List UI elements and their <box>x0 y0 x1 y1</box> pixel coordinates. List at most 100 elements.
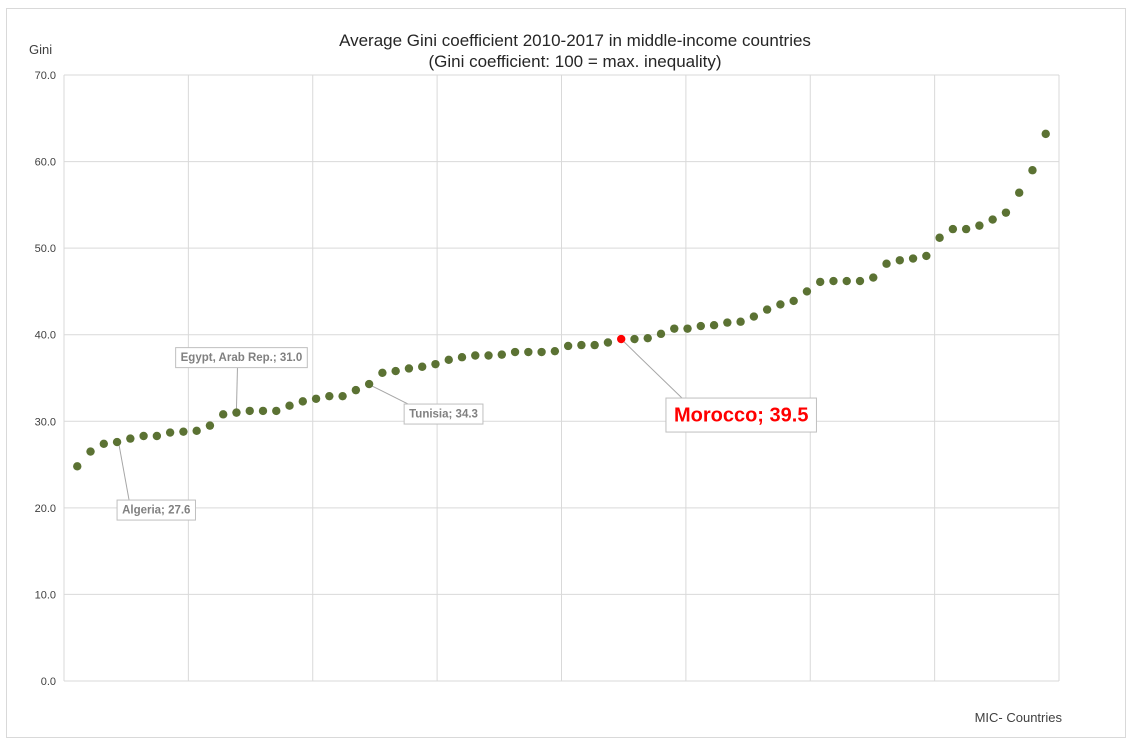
annotation-box <box>403 403 484 425</box>
data-point <box>935 233 944 242</box>
data-point <box>179 427 188 436</box>
data-point <box>709 320 719 330</box>
data-point <box>603 338 613 347</box>
data-point <box>630 334 639 344</box>
data-point <box>192 426 201 436</box>
gridlines <box>64 74 1060 682</box>
annotation-box <box>175 347 308 369</box>
data-point <box>404 364 414 373</box>
data-point <box>152 431 162 441</box>
data-point <box>497 350 506 359</box>
annotation: Tunisia; 34.3 <box>403 403 484 425</box>
data-point <box>457 353 467 362</box>
y-tick-label: 70.0 <box>35 70 56 82</box>
data-point <box>471 351 480 360</box>
data-point <box>73 462 82 471</box>
data-point <box>802 287 812 296</box>
data-point <box>325 391 334 401</box>
data-point <box>165 428 175 437</box>
data-point <box>961 224 971 234</box>
data-point <box>444 355 453 365</box>
annotation-leader-line <box>118 444 130 501</box>
data-point <box>510 347 520 357</box>
y-tick-labels: 0.0 10.0 20.0 30.0 40.0 50.0 60.0 70.0 <box>35 70 56 688</box>
data-point <box>378 368 387 378</box>
data-point <box>391 366 400 376</box>
annotation-leader-line <box>371 385 409 405</box>
data-point <box>205 421 215 430</box>
data-point <box>975 221 984 230</box>
data-point <box>285 401 294 410</box>
annotation-box <box>116 499 196 521</box>
data-point <box>908 254 918 263</box>
annotation-label: Algeria; 27.6 <box>122 505 190 517</box>
data-point <box>643 333 652 343</box>
chart-subtitle: (Gini coefficient: 100 = max. inequality… <box>428 52 721 71</box>
chart-title: Average Gini coefficient 2010-2017 in mi… <box>339 31 811 50</box>
data-point <box>749 312 759 321</box>
y-tick-label: 0.0 <box>41 676 56 688</box>
data-point <box>126 434 135 443</box>
annotation-leaders <box>118 341 683 501</box>
data-point <box>112 437 122 447</box>
data-point <box>776 300 785 309</box>
data-point <box>590 340 599 350</box>
data-point <box>524 347 533 357</box>
y-tick-label: 50.0 <box>35 243 56 255</box>
annotation-box <box>665 397 817 433</box>
y-tick-label: 30.0 <box>35 416 56 428</box>
highlighted-data-point <box>617 334 626 344</box>
data-point <box>86 447 95 456</box>
annotation-label: Egypt, Arab Rep.; 31.0 <box>181 352 303 364</box>
data-point <box>789 296 798 306</box>
data-point <box>298 397 307 406</box>
data-point <box>219 410 228 419</box>
annotation-leader-line <box>235 367 238 409</box>
data-point <box>537 347 546 357</box>
y-tick-label: 60.0 <box>35 157 56 169</box>
data-point <box>816 277 825 287</box>
data-point <box>736 317 745 326</box>
annotations: Algeria; 27.6 Egypt, Arab Rep.; 31.0 Tunis… <box>116 347 817 521</box>
annotation: Egypt, Arab Rep.; 31.0 <box>175 347 308 369</box>
data-point <box>1041 129 1050 139</box>
data-point <box>842 276 851 286</box>
data-point <box>869 273 878 282</box>
data-point <box>656 329 666 339</box>
annotation-label: Tunisia; 34.3 <box>409 409 478 421</box>
data-point <box>577 340 586 350</box>
data-point <box>895 256 904 265</box>
annotation-highlight: Morocco; 39.5 <box>665 397 817 433</box>
axes <box>63 75 1059 682</box>
data-point <box>855 276 865 286</box>
data-point <box>258 406 268 416</box>
data-point <box>311 394 321 403</box>
data-point <box>272 406 281 416</box>
data-point <box>922 251 931 261</box>
scatter-chart: 0.0 10.0 20.0 30.0 40.0 50.0 60.0 70.0 Algeria;… <box>29 31 1063 725</box>
data-point <box>696 321 705 331</box>
data-point <box>829 276 838 286</box>
y-tick-label: 10.0 <box>35 589 56 601</box>
data-point <box>988 215 997 224</box>
data-point <box>948 224 958 234</box>
data-point <box>232 408 241 417</box>
data-point <box>762 305 772 314</box>
y-tick-label: 40.0 <box>35 330 56 342</box>
data-point <box>1001 208 1011 217</box>
data-point <box>351 385 361 395</box>
chart-frame: 0.0 10.0 20.0 30.0 40.0 50.0 60.0 70.0 Algeria;… <box>6 8 1126 738</box>
data-point <box>683 324 692 333</box>
data-point <box>670 324 679 333</box>
data-point <box>563 341 573 351</box>
data-point <box>139 431 148 441</box>
data-point <box>723 318 732 327</box>
data-point <box>1028 166 1037 175</box>
annotation-leader-line <box>623 341 683 399</box>
y-axis-label: Gini <box>29 42 52 57</box>
x-axis-label: MIC- Countries <box>975 710 1063 725</box>
data-point <box>338 391 347 401</box>
y-tick-label: 20.0 <box>35 503 56 515</box>
data-point <box>1015 188 1024 197</box>
data-point <box>245 406 254 416</box>
